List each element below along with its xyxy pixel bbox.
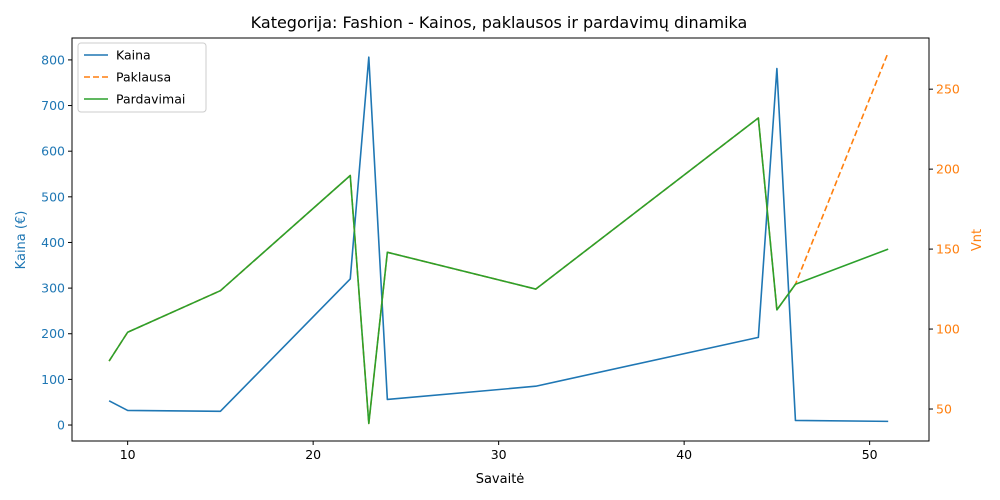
y-right-tick-label: 150 bbox=[936, 242, 960, 257]
legend-label-paklausa: Paklausa bbox=[116, 70, 171, 85]
legend-box bbox=[77, 42, 207, 113]
y-left-tick-label: 300 bbox=[41, 281, 65, 296]
legend-label-pardavimai: Pardavimai bbox=[116, 92, 185, 107]
y-left-tick-label: 800 bbox=[41, 52, 65, 67]
series-line-pardavimai bbox=[108, 117, 889, 425]
series-line-kaina bbox=[108, 56, 889, 423]
y-right-tick-label: 100 bbox=[936, 322, 960, 337]
y-right-tick-label: 250 bbox=[936, 82, 960, 97]
x-axis-label: Savaitė bbox=[476, 472, 525, 487]
y-left-tick-label: 500 bbox=[41, 189, 65, 204]
legend-label-kaina: Kaina bbox=[116, 48, 151, 63]
plot-frame bbox=[71, 37, 930, 442]
y-axis-right: 50 100 150 200 250 bbox=[929, 82, 960, 417]
legend: Kaina Paklausa Pardavimai bbox=[77, 42, 207, 113]
y-left-tick-label: 100 bbox=[41, 372, 65, 387]
y-left-tick-label: 400 bbox=[41, 235, 65, 250]
y-left-tick-label: 200 bbox=[41, 326, 65, 341]
y-right-tick-label: 50 bbox=[936, 402, 952, 417]
y-axis-left: 0 100 200 300 400 500 600 700 800 bbox=[41, 52, 72, 433]
y-left-tick-label: 600 bbox=[41, 144, 65, 159]
y-axis-left-label: Kaina (€) bbox=[14, 211, 29, 270]
y-axis-right-label: Vnt bbox=[970, 229, 985, 251]
plot-area bbox=[108, 52, 889, 425]
x-tick-label: 30 bbox=[491, 447, 507, 462]
y-left-tick-label: 700 bbox=[41, 98, 65, 113]
x-tick-label: 20 bbox=[305, 447, 321, 462]
chart-title: Kategorija: Fashion - Kainos, paklausos … bbox=[251, 13, 748, 32]
y-left-tick-label: 0 bbox=[57, 418, 65, 433]
x-tick-label: 50 bbox=[862, 447, 878, 462]
x-axis: 10 20 30 40 50 bbox=[120, 441, 878, 462]
x-tick-label: 40 bbox=[676, 447, 692, 462]
x-tick-label: 10 bbox=[120, 447, 136, 462]
y-right-tick-label: 200 bbox=[936, 162, 960, 177]
